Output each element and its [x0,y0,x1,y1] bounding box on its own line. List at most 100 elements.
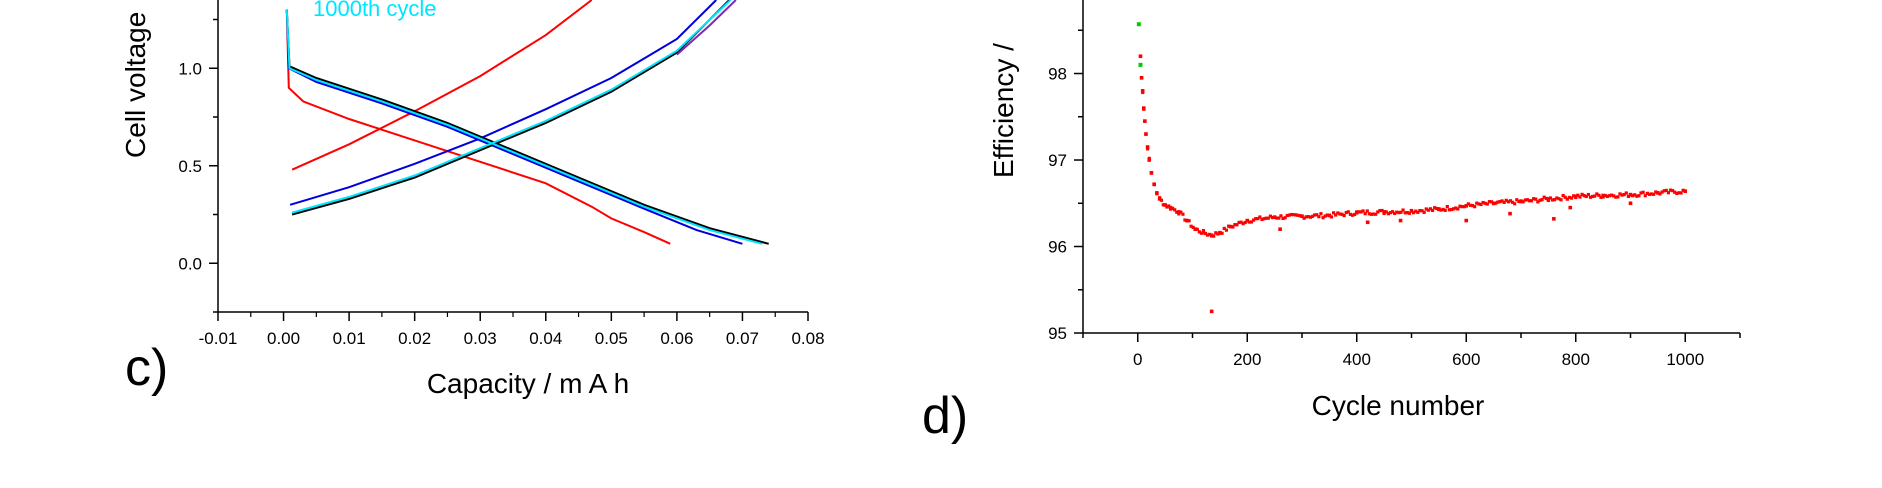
d-point-red [1532,197,1536,201]
d-point-red [1254,217,1258,221]
d-point-red [1365,220,1370,225]
d-point-red [1258,215,1262,219]
d-point-red [1643,194,1647,198]
d-point-red [1473,205,1477,209]
d-point-red [1504,198,1508,202]
d-point-red [1443,208,1447,212]
d-point-red [1464,204,1469,208]
d-point-red [1527,199,1532,203]
d-point-red [1289,212,1294,217]
d-point-red [1506,200,1510,204]
d-point-red [1652,192,1656,196]
d-point-red [1167,204,1171,208]
d-point-red [1181,212,1185,216]
d-point-red [1363,212,1367,216]
d-point-red [1177,212,1181,216]
d-point-red [1523,198,1527,202]
d-point-red [1212,234,1216,238]
d-point-red [1536,200,1540,204]
d-point-red [1572,194,1576,198]
d-point-red [1239,220,1243,224]
d-point-red [1163,203,1167,207]
d-point-red [1584,194,1588,199]
d-point-red [1458,204,1462,208]
d-point-red [1291,213,1296,217]
c-panel-letter: c) [125,339,168,397]
d-point-red [1593,194,1597,198]
d-point-red [1422,210,1426,214]
d-point-red [1628,201,1633,206]
c-x-ticks: -0.01 0.00 0.01 0.02 0.03 0.04 0.05 0.06 0.07 0.0… [199,312,825,348]
d-point-red [1331,211,1336,215]
d-point-red [1529,199,1534,203]
d-point-red [1143,119,1147,123]
d-point-red [1616,195,1620,199]
d-point-red [1175,210,1179,214]
c-series-3-discharge-line [285,9,763,245]
d-y-tick-label: 95 [1048,324,1067,343]
d-point-red [1588,195,1593,199]
d-point-red [1525,198,1529,202]
d-point-red [1214,231,1218,235]
d-point-red [1624,191,1628,195]
c-x-tick-label: 0.02 [398,329,431,348]
d-y-tick-label: 96 [1048,238,1067,257]
d-y-ticks: 95 96 97 98 [1048,29,1083,343]
c-series-2-discharge-line [285,9,769,245]
d-point-red [1378,209,1382,213]
d-point-red [1278,227,1282,232]
d-point-red [1612,194,1616,198]
d-y-tick-label: 97 [1048,151,1067,170]
d-point-red [1315,213,1319,217]
panel-c: -0.01 0.00 0.01 0.02 0.03 0.04 0.05 0.06 0.07 0.0… [120,0,825,399]
c-series-4-charge-line [676,0,737,56]
c-series-0-charge-line [291,0,593,171]
c-x-tick-label: 0.01 [333,329,366,348]
d-point-red [1399,210,1403,214]
d-point-red [1344,210,1348,215]
d-point-red [1233,223,1237,227]
d-point-red [1677,191,1681,195]
c-series-1-discharge-line [285,9,743,245]
d-point-red [1568,205,1573,210]
d-point-red [1662,189,1666,193]
d-point-red [1546,197,1551,201]
d-point-red [1683,189,1688,193]
d-point-red [1578,195,1582,199]
d-point-red [1622,192,1626,197]
d-point-red [1641,190,1645,194]
d-point-red [1209,233,1214,238]
d-point-red [1675,191,1679,196]
d-x-ticks: 0 200 400 600 800 1000 [1082,333,1741,369]
d-point-red [1601,193,1605,198]
d-point-red [1664,188,1668,193]
d-point-red [1645,191,1649,195]
d-point-red [1430,208,1435,213]
d-point-red [1519,199,1523,204]
d-point-red [1325,213,1329,217]
d-point-red [1183,218,1187,222]
d-point-red [1313,213,1317,217]
d-point-red [1251,218,1256,222]
d-point-red [1489,200,1494,204]
d-point-red [1479,202,1483,207]
d-point-red [1199,231,1203,235]
d-point-red [1191,225,1195,229]
d-point-red [1146,147,1150,151]
d-point-red [1483,201,1487,205]
d-point-red [1567,195,1572,200]
d-point-red [1185,218,1189,223]
d-point-red [1586,192,1590,197]
d-point-red [1277,216,1281,220]
d-point-red [1222,226,1226,231]
d-point-red [1447,208,1452,212]
d-point-red [1542,195,1546,199]
d-x-axis-title: Cycle number [1312,390,1485,421]
c-series-3-charge-line [291,0,732,214]
d-point-red [1671,189,1675,193]
d-point-red [1679,191,1683,195]
d-point-red [1193,227,1198,232]
d-point-red [1599,195,1603,199]
d-point-red [1197,230,1201,234]
d-point-red [1468,203,1473,207]
